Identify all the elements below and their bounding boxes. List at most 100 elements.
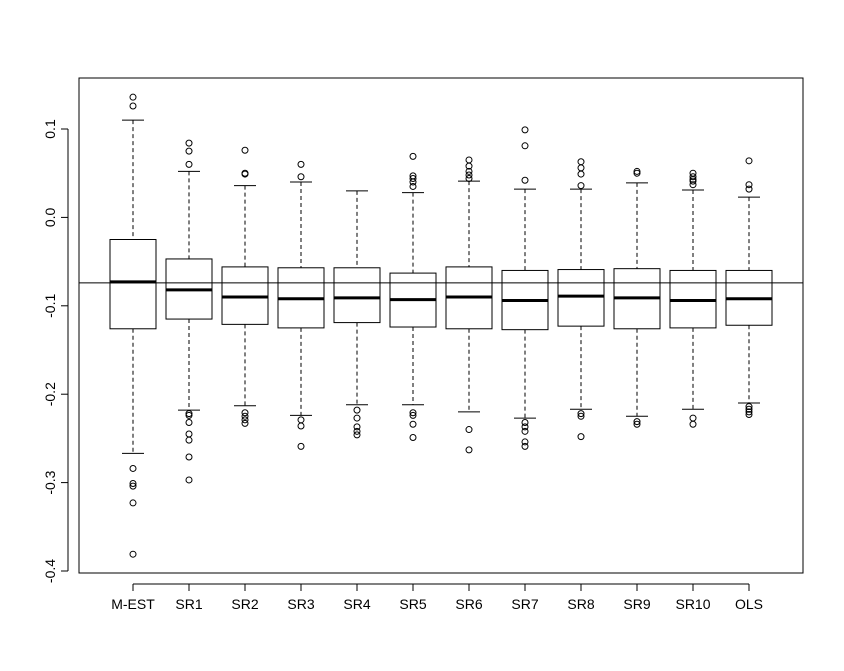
box-group-sr4	[333, 190, 381, 439]
box-group-sr8	[557, 158, 605, 441]
outlier-point	[129, 482, 137, 490]
outlier-point	[353, 406, 361, 414]
outlier-point	[241, 409, 249, 417]
x-tick-label: SR7	[511, 596, 538, 612]
outlier-point	[297, 422, 305, 430]
outlier-point	[689, 181, 697, 189]
box-iqr	[333, 267, 381, 324]
outlier-point	[465, 171, 473, 179]
x-tick-label: SR9	[623, 596, 650, 612]
x-tick-label: SR5	[399, 596, 426, 612]
box-group-sr6	[445, 156, 493, 454]
y-tick-label: -0.1	[42, 294, 58, 318]
outlier-point	[409, 434, 417, 442]
outlier-point	[633, 169, 641, 177]
y-tick-label: -0.3	[42, 470, 58, 494]
outlier-point	[241, 416, 249, 424]
outlier-point	[465, 162, 473, 170]
outlier-point	[577, 158, 585, 166]
outlier-point	[297, 442, 305, 450]
outlier-point	[185, 139, 193, 147]
outlier-point	[577, 170, 585, 178]
outlier-point	[745, 403, 753, 411]
y-axis: -0.4 -0.3 -0.2 -0.1 0.0 0.1	[42, 119, 69, 583]
outlier-point	[633, 418, 641, 426]
outlier-point	[521, 418, 529, 426]
box-group-m-est	[109, 93, 157, 558]
outlier-point	[241, 170, 249, 178]
box-group-sr10	[669, 169, 717, 428]
outlier-point	[409, 409, 417, 417]
outlier-point	[577, 410, 585, 418]
y-tick-label: -0.4	[42, 559, 58, 583]
outlier-point	[185, 436, 193, 444]
outlier-point	[521, 442, 529, 450]
outlier-point	[465, 175, 473, 183]
box-group-sr5	[389, 152, 437, 442]
x-tick-label: SR3	[287, 596, 314, 612]
outlier-point	[465, 167, 473, 175]
outlier-point	[745, 405, 753, 413]
outlier-point	[689, 420, 697, 428]
outlier-point	[689, 177, 697, 185]
outlier-point	[409, 411, 417, 419]
outlier-point	[297, 160, 305, 168]
outlier-point	[129, 499, 137, 507]
outlier-point	[129, 464, 137, 472]
outlier-point	[745, 185, 753, 193]
outlier-point	[577, 164, 585, 172]
outlier-point	[409, 175, 417, 183]
outlier-point	[465, 446, 473, 454]
outlier-point	[129, 479, 137, 487]
outlier-point	[745, 181, 753, 189]
outlier-point	[185, 430, 193, 438]
outlier-point	[521, 142, 529, 150]
box-group-sr9	[613, 167, 661, 428]
outlier-point	[353, 431, 361, 439]
outlier-point	[577, 182, 585, 190]
outlier-point	[689, 414, 697, 422]
x-tick-label: SR4	[343, 596, 370, 612]
outlier-point	[521, 438, 529, 446]
outlier-point	[297, 173, 305, 181]
outlier-point	[745, 411, 753, 419]
outlier-point	[241, 412, 249, 420]
y-tick-label: 0.0	[42, 207, 58, 227]
outlier-point	[185, 160, 193, 168]
y-tick-label: 0.1	[42, 119, 58, 139]
outlier-point	[409, 178, 417, 186]
x-tick-label: M-EST	[111, 596, 155, 612]
outlier-point	[353, 414, 361, 422]
outlier-point	[353, 427, 361, 435]
y-tick-label: -0.2	[42, 382, 58, 406]
box-iqr	[109, 239, 157, 330]
outlier-point	[409, 152, 417, 160]
outlier-point	[633, 420, 641, 428]
outlier-point	[241, 419, 249, 427]
box-group-sr3	[277, 160, 325, 450]
plot-frame	[78, 77, 804, 574]
outlier-point	[409, 420, 417, 428]
boxes-layer	[109, 93, 773, 558]
outlier-point	[185, 418, 193, 426]
outlier-point	[521, 427, 529, 435]
outlier-point	[745, 157, 753, 165]
box-group-sr1	[165, 139, 213, 484]
x-tick-label: SR6	[455, 596, 482, 612]
outlier-point	[521, 423, 529, 431]
outlier-point	[185, 411, 193, 419]
outlier-point	[185, 476, 193, 484]
x-tick-label: SR1	[175, 596, 202, 612]
box-group-sr7	[501, 126, 549, 450]
outlier-point	[745, 408, 753, 416]
box-iqr	[557, 269, 605, 327]
outlier-point	[521, 176, 529, 184]
outlier-point	[409, 182, 417, 190]
box-group-sr2	[221, 146, 269, 427]
x-tick-label: SR2	[231, 596, 258, 612]
outlier-point	[353, 423, 361, 431]
outlier-point	[577, 412, 585, 420]
x-tick-label: SR8	[567, 596, 594, 612]
x-tick-label: SR10	[675, 596, 710, 612]
outlier-point	[465, 156, 473, 164]
